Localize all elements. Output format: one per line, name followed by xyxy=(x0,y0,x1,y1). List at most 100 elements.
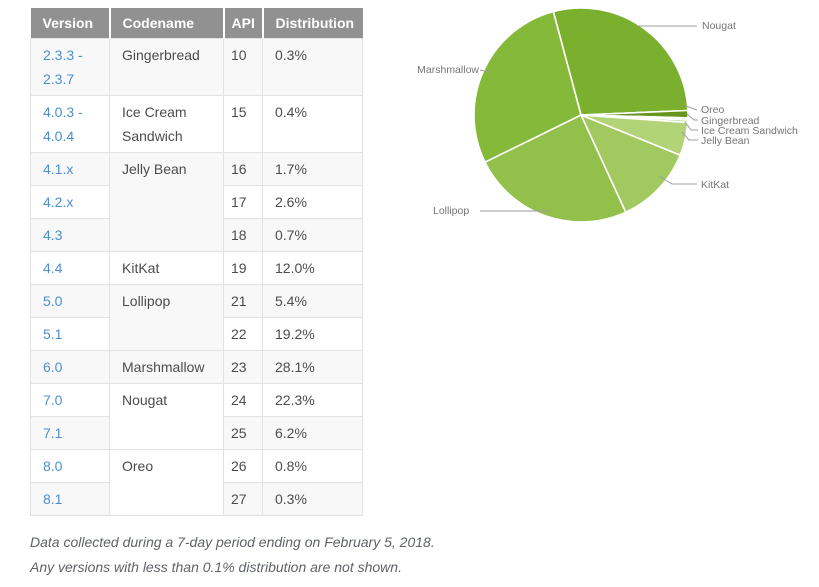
table-header: Version Codename API Distribution xyxy=(30,8,363,39)
table-row: 4.4 KitKat 19 12.0% xyxy=(30,251,363,285)
version-link[interactable]: 4.0.3 - 4.0.4 xyxy=(43,104,83,144)
footnote-line-1: Data collected during a 7-day period end… xyxy=(30,534,435,550)
header-distribution: Distribution xyxy=(261,8,363,39)
codename-cell: Lollipop xyxy=(109,284,224,351)
header-version: Version xyxy=(30,8,110,39)
pie-label-jelly-bean: Jelly Bean xyxy=(701,135,750,147)
version-cell: 7.1 xyxy=(30,416,110,450)
distribution-cell: 0.4% xyxy=(262,95,363,153)
pie-label-marshmallow: Marshmallow xyxy=(417,64,479,76)
version-link[interactable]: 6.0 xyxy=(43,359,63,375)
version-link[interactable]: 4.3 xyxy=(43,227,63,243)
callout-line-kitkat xyxy=(658,175,697,185)
table-row: 4.2.x 17 2.6% xyxy=(30,185,363,219)
distribution-cell: 0.3% xyxy=(262,38,363,96)
distribution-cell: 1.7% xyxy=(262,152,363,186)
pie-label-ice-cream-sandwich: Ice Cream Sandwich xyxy=(701,125,798,137)
callout-line-gingerbread xyxy=(686,113,698,121)
table-row: 7.0 Nougat 24 22.3% xyxy=(30,383,363,450)
version-cell: 4.0.3 - 4.0.4 xyxy=(30,95,110,153)
version-cell: 8.1 xyxy=(30,482,110,516)
table-row: 5.0 Lollipop 21 5.4% xyxy=(30,284,363,351)
pie-label-lollipop: Lollipop xyxy=(433,205,470,217)
pie-slice-nougat[interactable] xyxy=(552,7,689,116)
footnote: Data collected during a 7-day period end… xyxy=(30,530,435,580)
version-cell: 4.1.x xyxy=(30,152,110,186)
version-link[interactable]: 5.1 xyxy=(43,326,63,342)
api-cell: 10 xyxy=(223,38,263,96)
codename-cell: Gingerbread xyxy=(109,38,224,96)
api-cell: 23 xyxy=(223,350,263,384)
distribution-cell: 2.6% xyxy=(262,185,363,219)
distribution-cell: 0.3% xyxy=(262,482,363,516)
callout-line-ice-cream-sandwich xyxy=(684,121,698,131)
version-link[interactable]: 4.2.x xyxy=(43,194,74,210)
table-row: 6.0 Marshmallow 23 28.1% xyxy=(30,350,363,384)
version-link[interactable]: 2.3.3 - 2.3.7 xyxy=(43,47,83,87)
pie-label-kitkat: KitKat xyxy=(701,179,730,191)
codename-cell: Jelly Bean xyxy=(109,152,224,252)
footnote-line-2: Any versions with less than 0.1% distrib… xyxy=(30,559,402,575)
version-cell: 2.3.3 - 2.3.7 xyxy=(30,38,110,96)
distribution-cell: 22.3% xyxy=(262,383,363,417)
distribution-cell: 0.7% xyxy=(262,218,363,252)
version-distribution-table: Version Codename API Distribution 2.3.3 … xyxy=(30,8,363,516)
api-cell: 19 xyxy=(223,251,263,285)
version-link[interactable]: 7.0 xyxy=(43,392,63,408)
version-cell: 6.0 xyxy=(30,350,110,384)
table-row: 4.1.x Jelly Bean 16 1.7% xyxy=(30,152,363,252)
table-row: 2.3.3 - 2.3.7 Gingerbread 10 0.3% xyxy=(30,38,363,96)
distribution-cell: 5.4% xyxy=(262,284,363,318)
api-cell: 17 xyxy=(223,185,263,219)
api-cell: 16 xyxy=(223,152,263,186)
version-cell: 4.3 xyxy=(30,218,110,252)
api-cell: 26 xyxy=(223,449,263,483)
version-link[interactable]: 8.1 xyxy=(43,491,63,507)
version-cell: 5.1 xyxy=(30,317,110,351)
distribution-cell: 0.8% xyxy=(262,449,363,483)
version-link[interactable]: 8.0 xyxy=(43,458,63,474)
distribution-cell: 19.2% xyxy=(262,317,363,351)
table-row: 8.1 27 0.3% xyxy=(30,482,363,516)
pie-chart: Nougat Oreo Gingerbread Ice Cream Sandwich J… xyxy=(400,0,819,240)
version-cell: 4.2.x xyxy=(30,185,110,219)
api-cell: 21 xyxy=(223,284,263,318)
table-row: 8.0 Oreo 26 0.8% xyxy=(30,449,363,516)
api-cell: 25 xyxy=(223,416,263,450)
api-cell: 15 xyxy=(223,95,263,153)
pie-label-nougat: Nougat xyxy=(702,20,736,32)
table-row: 5.1 22 19.2% xyxy=(30,317,363,351)
version-cell: 5.0 xyxy=(30,284,110,318)
version-cell: 7.0 xyxy=(30,383,110,417)
api-cell: 24 xyxy=(223,383,263,417)
api-cell: 27 xyxy=(223,482,263,516)
pie-slice-lollipop[interactable] xyxy=(484,114,627,223)
table-row: 4.3 18 0.7% xyxy=(30,218,363,252)
table-row: 4.0.3 - 4.0.4 Ice Cream Sandwich 15 0.4% xyxy=(30,95,363,153)
api-cell: 22 xyxy=(223,317,263,351)
header-api: API xyxy=(222,8,263,39)
header-codename: Codename xyxy=(108,8,224,39)
pie-label-gingerbread: Gingerbread xyxy=(701,115,760,127)
callout-line-jelly-bean xyxy=(681,131,698,141)
pie-label-oreo: Oreo xyxy=(701,104,725,116)
table-row: 7.1 25 6.2% xyxy=(30,416,363,450)
api-cell: 18 xyxy=(223,218,263,252)
distribution-cell: 6.2% xyxy=(262,416,363,450)
version-link[interactable]: 7.1 xyxy=(43,425,63,441)
distribution-cell: 12.0% xyxy=(262,251,363,285)
codename-cell: KitKat xyxy=(109,251,224,285)
version-link[interactable]: 4.1.x xyxy=(43,161,74,177)
callout-line-oreo xyxy=(685,105,698,111)
version-link[interactable]: 5.0 xyxy=(43,293,63,309)
version-link[interactable]: 4.4 xyxy=(43,260,63,276)
callout-line-marshmallow xyxy=(479,69,491,73)
codename-cell: Oreo xyxy=(109,449,224,516)
version-cell: 4.4 xyxy=(30,251,110,285)
pie-slice-kitkat[interactable] xyxy=(580,114,681,213)
codename-cell: Ice Cream Sandwich xyxy=(109,95,224,153)
pie-chart-svg xyxy=(473,7,698,223)
codename-cell: Marshmallow xyxy=(109,350,224,384)
distribution-cell: 28.1% xyxy=(262,350,363,384)
